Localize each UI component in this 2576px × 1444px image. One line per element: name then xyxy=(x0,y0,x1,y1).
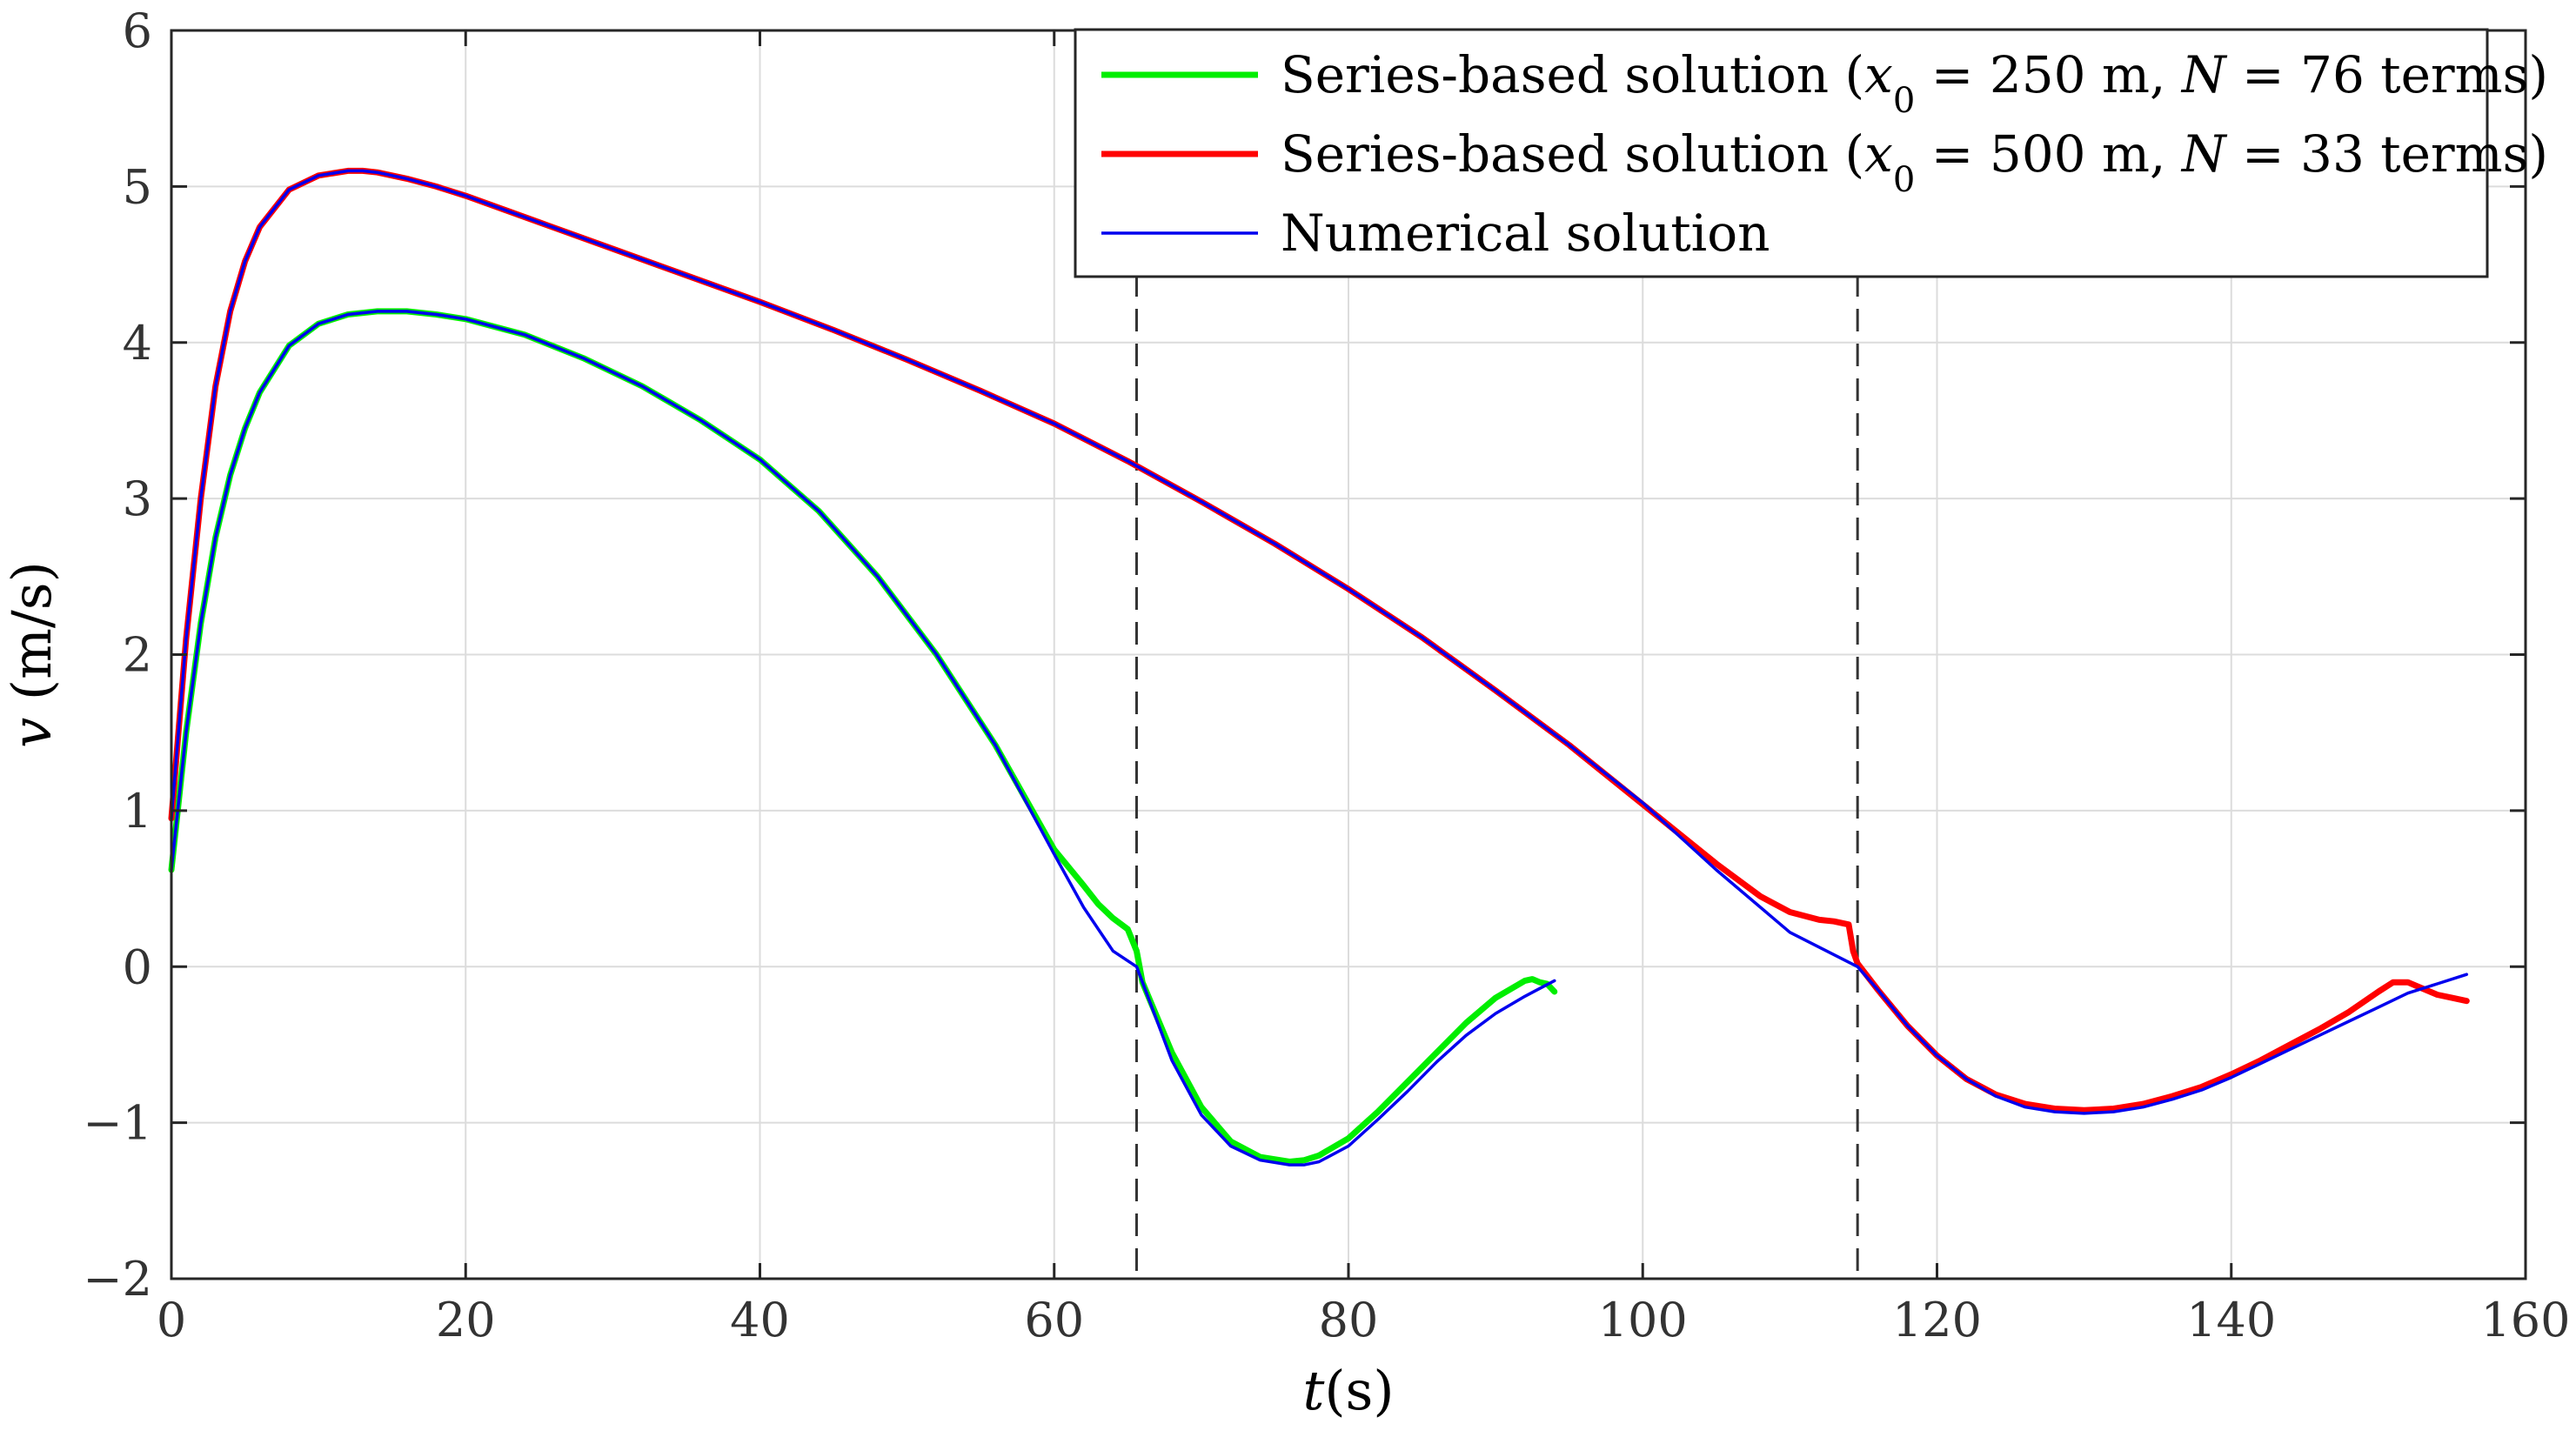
y-label-var: v xyxy=(0,718,64,748)
legend-text-suffix: = 33 terms) xyxy=(2226,124,2548,184)
y-tick-label: 0 xyxy=(123,939,152,994)
y-tick-label: 2 xyxy=(123,628,152,683)
y-tick-label: 1 xyxy=(123,784,152,839)
series-line-numerical-250 xyxy=(170,310,1556,1167)
x-label-var: t xyxy=(1302,1359,1324,1422)
legend-text-mid: = 500 m, xyxy=(1915,124,2181,184)
legend-text-nvar: N xyxy=(2180,45,2228,104)
legend-label-numerical: Numerical solution xyxy=(1281,204,1770,263)
legend-text-sub: 0 xyxy=(1893,160,1915,200)
y-axis-label: v (m/s) xyxy=(0,561,64,748)
series-line-numerical xyxy=(170,169,2469,1115)
y-tick-label: 3 xyxy=(123,471,152,526)
legend-text-var: x xyxy=(1864,45,1893,104)
legend-text-mid: = 250 m, xyxy=(1915,45,2181,104)
legend-label-series-500: Series-based solution (x0 = 500 m, N = 3… xyxy=(1281,124,2548,200)
legend-text-prefix: Series-based solution ( xyxy=(1281,124,1864,184)
series-group xyxy=(168,167,2470,1167)
tick-labels: 0 20 40 60 80 100 120 140 160 −2 −1 0 1 2 3 4 5 6 xyxy=(83,3,2570,1347)
y-tick-label: 5 xyxy=(123,159,152,214)
legend-text-suffix: = 76 terms) xyxy=(2226,45,2548,104)
x-tick-label: 160 xyxy=(2480,1293,2570,1347)
y-tick-label: −2 xyxy=(83,1252,152,1307)
x-tick-label: 0 xyxy=(157,1293,186,1347)
x-tick-label: 140 xyxy=(2186,1293,2276,1347)
legend-text-prefix: Series-based solution ( xyxy=(1281,45,1864,104)
legend-text-nvar: N xyxy=(2180,124,2228,184)
x-tick-label: 80 xyxy=(1319,1293,1379,1347)
legend-label-series-250: Series-based solution (x0 = 250 m, N = 7… xyxy=(1281,45,2548,121)
x-tick-label: 120 xyxy=(1892,1293,1982,1347)
y-tick-label: 4 xyxy=(123,316,152,371)
legend-text-var: x xyxy=(1864,124,1893,184)
y-label-unit: (m/s) xyxy=(0,561,64,718)
x-tick-label: 40 xyxy=(730,1293,790,1347)
x-tick-label: 100 xyxy=(1598,1293,1688,1347)
legend: Series-based solution (x0 = 250 m, N = 7… xyxy=(1074,28,2548,278)
x-tick-label: 20 xyxy=(436,1293,496,1347)
x-axis-label: t(s) xyxy=(1302,1359,1394,1422)
legend-box xyxy=(1074,28,2489,278)
legend-text-sub: 0 xyxy=(1893,81,1915,121)
y-tick-label: −1 xyxy=(83,1096,152,1151)
x-label-unit: (s) xyxy=(1324,1359,1394,1422)
legend-text-prefix: Numerical solution xyxy=(1281,204,1770,263)
x-tick-label: 60 xyxy=(1024,1293,1084,1347)
y-tick-label: 6 xyxy=(123,3,152,58)
